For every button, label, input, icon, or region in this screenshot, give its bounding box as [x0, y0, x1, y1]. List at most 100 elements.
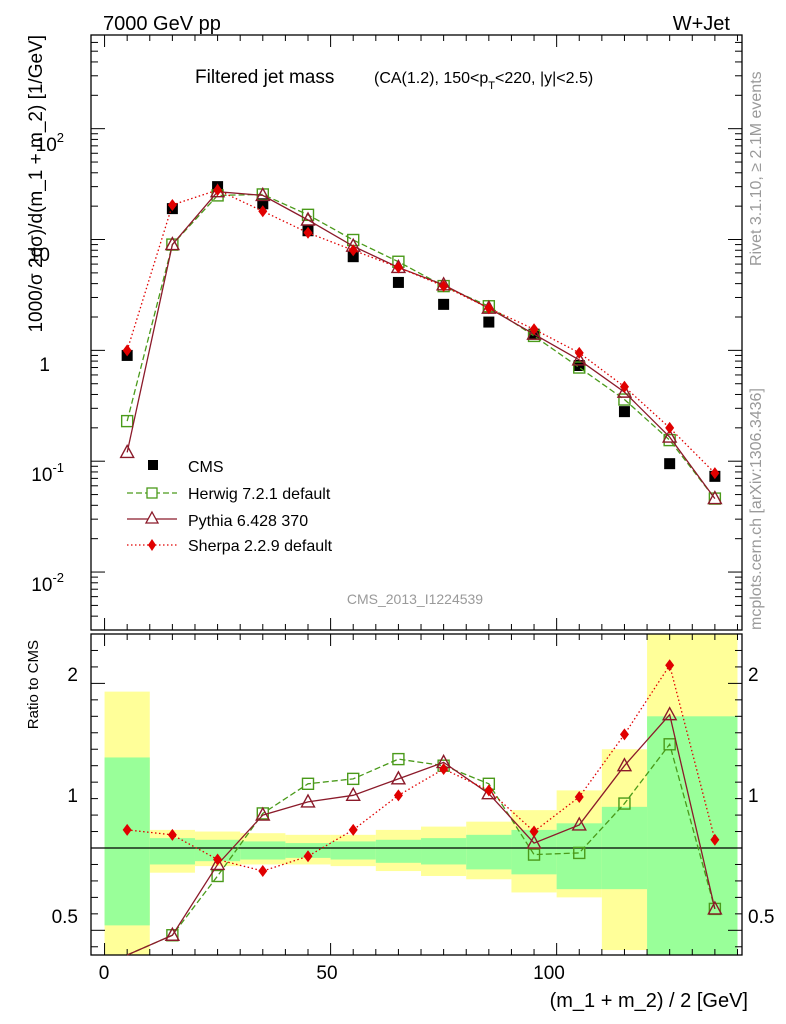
uncertainty-band-inner	[466, 834, 512, 870]
tick-exponent: 2	[57, 130, 64, 145]
main-series-line-3	[126, 189, 716, 474]
main-point-2	[255, 186, 271, 202]
main-point-3	[529, 323, 539, 336]
ratio-y-tick-label-2-right: 2	[748, 665, 759, 686]
rivet-version-label: Rivet 3.1.10, ≥ 2.1M events	[748, 71, 765, 266]
main-point-0	[483, 316, 495, 328]
main-point-3	[258, 205, 268, 218]
ratio-point-2	[213, 853, 223, 866]
ratio-y-tick-label-0.5-left: 0.5	[52, 907, 78, 928]
ratio-point-2	[303, 850, 313, 863]
main-point-2	[661, 428, 678, 443]
ratio-point-1	[616, 757, 633, 772]
ratio-point-0	[527, 848, 541, 861]
ratio-point-2	[122, 823, 132, 836]
title-details-part-2: <220, |y|<2.5)	[495, 70, 593, 87]
main-point-1	[120, 414, 134, 428]
ratio-point-1	[390, 770, 407, 785]
main-point-1	[573, 361, 586, 374]
y-tick-label-1e-1: 10-1	[31, 460, 64, 486]
x-tick-label-100: 100	[533, 963, 565, 984]
uncertainty-band-inner	[375, 839, 422, 863]
legend-label-sherpa: Sherpa 2.2.9 default	[188, 538, 333, 555]
main-point-3	[122, 344, 132, 357]
legend-label-cms: CMS	[188, 459, 224, 476]
legend-marker-sherpa	[148, 539, 156, 551]
ratio-y-tick-label-1-right: 1	[748, 786, 759, 807]
ratio-point-2	[167, 828, 177, 841]
ratio-point-1	[300, 793, 316, 808]
main-point-3	[439, 280, 449, 293]
ratio-point-1	[345, 786, 361, 802]
ratio-point-0	[211, 869, 224, 883]
title-details-part-1: (CA(1.2), 150<p	[374, 70, 488, 87]
ratio-series-line-0	[126, 742, 716, 956]
y-tick-label-1e-2: 10-2	[31, 570, 64, 596]
main-plot-frame	[90, 34, 743, 631]
y-tick-label-1: 1	[39, 355, 50, 376]
tick-base: 10	[31, 465, 52, 486]
ratio-point-2	[484, 784, 494, 797]
main-point-3	[303, 226, 313, 239]
uncertainty-band-inner	[556, 823, 602, 890]
ratio-point-2	[348, 823, 358, 836]
ratio-point-2	[619, 728, 629, 741]
ratio-point-2	[258, 865, 268, 878]
tick-base: 10	[36, 135, 57, 156]
ratio-point-2	[665, 659, 675, 672]
ratio-point-1	[209, 855, 226, 871]
legend-marker-pythia	[144, 510, 160, 524]
main-point-3	[710, 467, 720, 480]
ratio-plot-frame	[90, 633, 743, 956]
main-point-3	[213, 183, 223, 196]
ratio-point-1	[481, 785, 497, 800]
ratio-point-0	[573, 846, 586, 860]
main-point-3	[574, 346, 584, 359]
mcplots-reference-label: mcplots.cern.ch [arXiv:1306.3436]	[748, 388, 765, 630]
uncertainty-band-inner	[240, 841, 286, 860]
ratio-y-tick-label-0.5-right: 0.5	[748, 907, 774, 928]
uncertainty-band-inner	[149, 838, 195, 865]
ratio-point-2	[710, 833, 720, 846]
legend: CMS Herwig 7.2.1 default Pythia 6.428 37…	[127, 459, 333, 555]
main-point-2	[707, 490, 723, 505]
main-point-2	[571, 351, 587, 366]
chart-title: Filtered jet mass	[195, 67, 334, 88]
ratio-point-1	[571, 816, 587, 831]
main-y-tick-labels: 10-2 10-1 1 10 102	[29, 130, 64, 596]
y-tick-label-1e2: 102	[36, 130, 64, 156]
main-point-0	[392, 276, 404, 288]
main-point-0	[664, 458, 676, 470]
main-point-3	[393, 261, 403, 274]
ratio-y-tick-labels: 0.5 1 2 0.5 1 2	[52, 665, 775, 928]
x-axis-title: (m_1 + m_2) / 2 [GeV]	[550, 990, 748, 1012]
main-point-3	[484, 302, 494, 315]
analysis-watermark: CMS_2013_I1224539	[347, 591, 483, 607]
x-tick-label-0: 0	[99, 963, 110, 984]
main-point-3	[619, 380, 629, 393]
main-point-2	[164, 236, 181, 251]
legend-label-herwig: Herwig 7.2.1 default	[188, 486, 331, 503]
tick-base: 10	[31, 575, 52, 596]
x-tick-label-50: 50	[316, 963, 337, 984]
main-point-3	[167, 198, 177, 211]
header-right: W+Jet	[673, 13, 731, 35]
uncertainty-band-inner	[104, 757, 150, 926]
main-point-0	[257, 198, 269, 210]
chart-title-details: (CA(1.2), 150<pT<220, |y|<2.5)	[374, 70, 593, 92]
main-series-line-2	[126, 191, 716, 499]
main-point-2	[526, 325, 542, 340]
y-tick-label-10: 10	[29, 245, 50, 266]
uncertainty-band-inner	[330, 841, 376, 860]
main-point-0	[438, 298, 450, 310]
main-point-2	[119, 443, 135, 459]
tick-exponent: -1	[52, 460, 64, 475]
header-left: 7000 GeV pp	[103, 13, 221, 35]
main-point-3	[348, 244, 358, 257]
ratio-point-1	[661, 706, 678, 721]
legend-marker-herwig	[146, 487, 158, 499]
ratio-point-1	[164, 926, 181, 941]
ratio-y-tick-label-2-left: 2	[67, 665, 78, 686]
ratio-point-1	[707, 900, 723, 915]
